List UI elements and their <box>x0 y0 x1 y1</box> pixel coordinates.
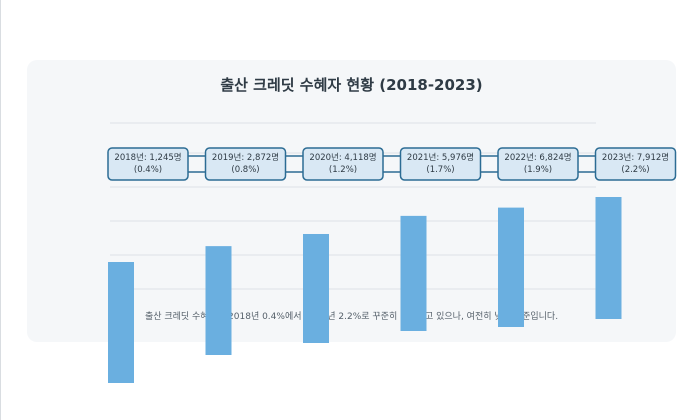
data-label-box <box>497 147 579 181</box>
bar-1 <box>205 246 232 355</box>
data-label-value: 2022년: 6,824명 <box>504 152 571 163</box>
data-label-rate: (1.2%) <box>329 165 357 175</box>
window-edge <box>0 0 1 420</box>
data-label-rate: (0.4%) <box>134 165 162 175</box>
data-label-4: 2022년: 6,824명 (1.9%) <box>497 147 579 181</box>
data-label-value: 2021년: 5,976명 <box>407 152 474 163</box>
data-label-box <box>594 147 677 181</box>
data-label-rate: (1.9%) <box>524 165 552 175</box>
data-label-box <box>107 147 189 181</box>
data-label-value: 2020년: 4,118명 <box>309 152 376 163</box>
data-label-value: 2019년: 2,872명 <box>212 152 279 163</box>
data-label-box <box>204 147 287 181</box>
data-label-3: 2021년: 5,976명 (1.7%) <box>399 147 482 181</box>
chart-title: 출산 크레딧 수혜자 현황 (2018-2023) <box>220 76 483 94</box>
data-label-value: 2023년: 7,912명 <box>602 152 669 163</box>
chart-caption: 출산 크레딧 수혜율은 2018년 0.4%에서 2023년 2.2%로 꾸준히… <box>144 312 559 322</box>
data-label-value: 2018년: 1,245명 <box>114 152 181 163</box>
data-label-2: 2020년: 4,118명 (1.2%) <box>302 147 384 181</box>
data-label-rate: (1.7%) <box>426 165 454 175</box>
data-label-box <box>302 147 384 181</box>
chart-card <box>27 60 676 342</box>
bar-0 <box>108 262 134 383</box>
data-label-0: 2018년: 1,245명 (0.4%) <box>107 147 189 181</box>
bar-3 <box>400 215 427 331</box>
data-label-1: 2019년: 2,872명 (0.8%) <box>204 147 287 181</box>
bar-2 <box>303 233 329 343</box>
data-label-rate: (0.8%) <box>231 165 259 175</box>
data-label-5: 2023년: 7,912명 (2.2%) <box>594 147 677 181</box>
bar-5 <box>595 197 622 319</box>
data-label-box <box>399 147 482 181</box>
data-label-rate: (2.2%) <box>621 165 649 175</box>
bar-4 <box>498 207 524 327</box>
